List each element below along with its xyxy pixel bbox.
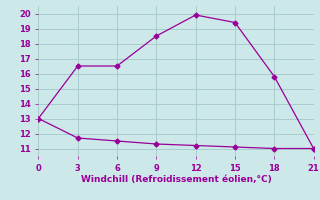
X-axis label: Windchill (Refroidissement éolien,°C): Windchill (Refroidissement éolien,°C) (81, 175, 271, 184)
